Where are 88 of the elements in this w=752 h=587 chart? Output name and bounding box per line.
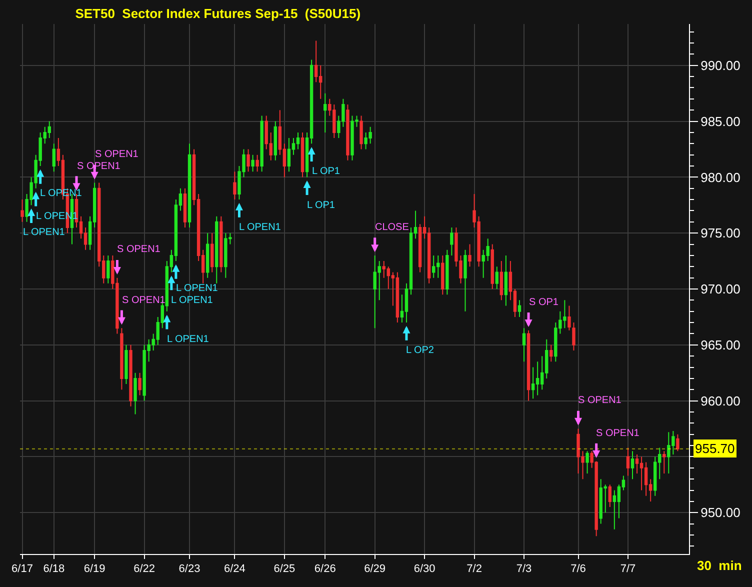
candlestick [568, 305, 571, 331]
candlestick [134, 372, 137, 415]
x-tick-label: 7/2 [466, 563, 482, 576]
x-tick-label: 6/23 [178, 563, 200, 576]
candlestick [183, 188, 187, 228]
candlestick [572, 322, 576, 351]
candlestick [120, 328, 124, 390]
ref-line-label: 955.70 [695, 441, 735, 456]
annotation: L OPEN1 [167, 334, 210, 345]
text: 30 min [697, 558, 742, 573]
x-tick-label: 6/25 [274, 563, 296, 576]
candlestick [450, 227, 454, 256]
annotation: L OP2 [406, 345, 434, 356]
annotation: L OP1 [312, 166, 340, 177]
candlestick [246, 148, 250, 172]
candlestick [490, 244, 494, 290]
x-tick-label: 7/6 [570, 563, 586, 576]
candlestick [662, 450, 666, 474]
candlestick [188, 143, 192, 228]
x-tick-label: 6/26 [314, 563, 336, 576]
annotation: CLOSE [375, 222, 410, 233]
candlestick [630, 450, 634, 480]
candlestick [360, 115, 363, 150]
candlestick [586, 450, 589, 474]
y-tick-label: 970.00 [700, 282, 740, 297]
x-tick-label: 7/7 [620, 563, 636, 576]
annotation: L OPEN1 [239, 222, 282, 233]
candlestick [220, 216, 223, 273]
candlestick [260, 115, 264, 172]
candlestick [256, 154, 259, 172]
candlestick [608, 484, 612, 508]
candlestick [206, 232, 210, 278]
candlestick [550, 344, 553, 362]
candlestick [210, 232, 214, 273]
annotation: S OPEN1 [95, 149, 139, 160]
candlestick [20, 199, 24, 222]
candlestick [129, 344, 132, 407]
candlestick [504, 254, 508, 306]
candlestick [432, 254, 436, 278]
candlestick [274, 120, 277, 161]
candlestick [500, 260, 504, 301]
y-tick-label: 975.00 [700, 226, 740, 241]
annotation: L OP1 [307, 200, 336, 211]
candlestick [626, 447, 630, 476]
x-tick-label: 7/3 [516, 563, 532, 576]
x-tick-label: 6/18 [43, 563, 65, 576]
x-tick-label: 6/24 [224, 563, 246, 576]
candlestick [324, 92, 327, 133]
candlestick [522, 328, 526, 362]
candlestick [346, 104, 350, 161]
x-tick-label: 6/29 [364, 563, 386, 576]
candlestick [287, 138, 291, 172]
candlestick [446, 249, 449, 296]
x-tick-label: 6/22 [134, 563, 156, 576]
y-tick-label: 960.00 [700, 393, 740, 408]
candlestick [468, 244, 472, 268]
candlestick [300, 132, 304, 178]
annotation: L OPEN1 [176, 283, 218, 294]
x-tick-label: 6/19 [84, 563, 106, 576]
annotation: S OPEN1 [117, 244, 161, 255]
x-tick-label: 6/30 [414, 563, 436, 576]
candlestick [52, 143, 56, 172]
annotation: L OPEN1 [171, 295, 214, 306]
y-tick-label: 950.00 [700, 505, 740, 520]
annotation: S OPEN1 [578, 395, 622, 406]
candlestick [138, 372, 142, 396]
candlestick [233, 171, 236, 200]
annotation: L OPEN1 [23, 227, 66, 238]
candlestick [396, 272, 400, 324]
x-tick-label: 6/17 [12, 563, 33, 576]
candlestick [495, 266, 498, 290]
candlestick [124, 344, 128, 385]
y-tick-label: 965.00 [700, 337, 740, 352]
y-tick-label: 990.00 [700, 58, 740, 73]
annotation: S OP1 [529, 297, 559, 308]
chart-title: SET50 Sector Index Futures Sep-15 (S50U15) [75, 6, 361, 21]
annotation: S OPEN1 [596, 428, 640, 439]
candlestick [676, 434, 680, 452]
candlestick [106, 254, 110, 284]
candlestick [251, 154, 254, 172]
candlestick [441, 254, 444, 296]
candlestick [215, 216, 218, 284]
annotation: S OPEN1 [122, 295, 166, 306]
candlestick [526, 330, 530, 402]
y-tick-label: 980.00 [700, 170, 740, 185]
candlestick [518, 300, 522, 318]
y-tick-label: 985.00 [700, 114, 740, 129]
candlestick [464, 249, 467, 312]
